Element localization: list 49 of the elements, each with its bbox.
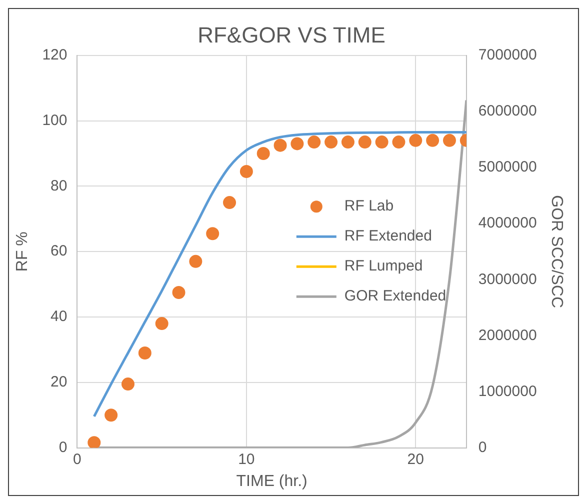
x-tick-label: 10 <box>238 450 255 468</box>
legend-label: GOR Extended <box>344 288 446 305</box>
y-tick-label: 0 <box>58 438 68 456</box>
point <box>341 136 354 149</box>
point <box>375 136 388 149</box>
chart-title: RF&GOR VS TIME <box>198 22 386 48</box>
y-axis-title: RF % <box>14 232 32 272</box>
y-tick-label: 100 <box>42 112 68 129</box>
point <box>392 136 406 149</box>
y-tick-label: 60 <box>50 242 68 260</box>
point <box>426 134 440 147</box>
y-tick-label: 120 <box>42 46 68 64</box>
y2-tick-label: 7000000 <box>478 46 537 64</box>
y-tick-label: 80 <box>50 177 68 194</box>
legend-label: RF Lumped <box>344 258 423 275</box>
point <box>308 136 321 149</box>
y2-tick-label: 6000000 <box>478 102 537 120</box>
y-tick-label: 20 <box>50 374 68 391</box>
point <box>409 134 422 147</box>
point <box>290 137 304 150</box>
point <box>189 254 202 268</box>
x-axis-title: TIME (hr.) <box>236 472 308 490</box>
point <box>223 196 236 210</box>
x-tick-label: 0 <box>73 450 82 468</box>
point <box>104 408 118 422</box>
point <box>172 286 186 299</box>
y2-tick-label: 5000000 <box>478 158 537 176</box>
x-tick-label: 20 <box>407 450 424 468</box>
y2-axis-title: GOR SCC/SCC <box>548 195 565 308</box>
y2-tick-label: 4000000 <box>478 214 537 232</box>
y2-tick-label: 1000000 <box>478 382 537 400</box>
point <box>256 147 270 160</box>
y-tick-label: 40 <box>50 308 68 326</box>
point <box>138 346 152 360</box>
point <box>206 227 220 240</box>
point <box>442 134 456 147</box>
point <box>324 136 338 149</box>
point <box>240 164 253 178</box>
y2-tick-label: 3000000 <box>478 270 537 288</box>
y2-tick-label: 0 <box>478 438 487 456</box>
legend-label: RF Extended <box>344 228 432 245</box>
y2-tick-label: 2000000 <box>478 326 537 344</box>
point <box>155 317 168 330</box>
legend-label: RF Lab <box>344 198 394 215</box>
point <box>358 136 372 149</box>
point <box>88 436 101 448</box>
point <box>121 378 134 391</box>
line-series <box>92 130 466 418</box>
point <box>274 138 287 152</box>
